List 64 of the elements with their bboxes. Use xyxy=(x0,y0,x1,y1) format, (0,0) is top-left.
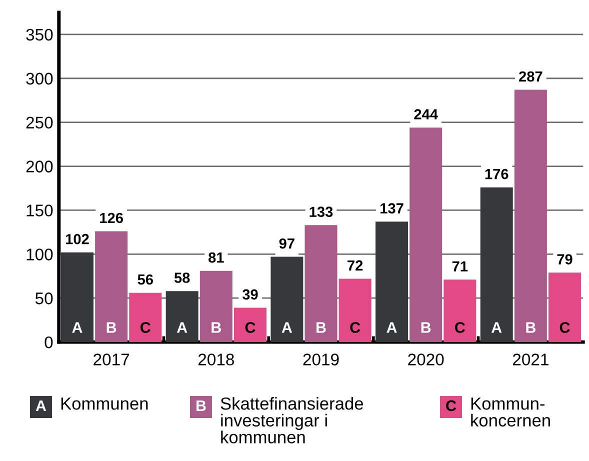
bar xyxy=(270,256,304,342)
bar xyxy=(95,231,128,342)
legend-label: Kommunen xyxy=(61,398,148,410)
data-label: 137 xyxy=(380,203,404,214)
y-tick-label: 250 xyxy=(26,116,53,129)
text: C xyxy=(350,322,360,333)
legend-label: Skattefinansierade investeringar i kommunen xyxy=(220,397,364,444)
text: C xyxy=(446,400,456,412)
data-label: 102 xyxy=(66,234,89,244)
bar xyxy=(129,292,162,342)
x-tick-label: 2017 xyxy=(94,354,130,366)
bar xyxy=(60,252,94,342)
text: B xyxy=(421,322,431,333)
text: B xyxy=(212,322,221,333)
bar xyxy=(234,308,266,342)
text: C xyxy=(245,322,256,333)
y-tick-label: 100 xyxy=(26,248,53,260)
y-tick-label: 150 xyxy=(26,204,53,216)
bar xyxy=(514,90,547,342)
data-label: 176 xyxy=(485,168,508,180)
bar xyxy=(200,270,232,342)
x-tick-label: 2020 xyxy=(408,354,444,366)
bar xyxy=(480,187,513,342)
bar xyxy=(410,128,442,342)
text: A xyxy=(282,322,292,333)
annotation: A xyxy=(72,322,82,333)
data-label: 56 xyxy=(138,274,153,285)
y-tick-label: 350 xyxy=(26,28,53,41)
legend-label: Kommun- koncernen xyxy=(471,398,550,427)
data-label: 287 xyxy=(519,71,542,82)
x-tick-label: 2021 xyxy=(512,354,548,366)
text: B xyxy=(196,400,206,411)
text: C xyxy=(455,322,466,333)
data-label: 126 xyxy=(100,212,123,224)
text: A xyxy=(386,322,397,333)
text: A xyxy=(36,400,46,411)
data-label: 81 xyxy=(208,252,224,263)
bar xyxy=(548,272,582,342)
bar xyxy=(444,280,476,342)
bar xyxy=(376,222,408,342)
text: A xyxy=(491,322,502,333)
text: C xyxy=(560,322,570,333)
text: B xyxy=(526,322,536,333)
data-label: 97 xyxy=(279,238,294,249)
data-label: 72 xyxy=(348,260,363,270)
x-tick-label: 2019 xyxy=(303,354,339,366)
y-tick-label: 300 xyxy=(26,72,53,85)
text: A xyxy=(176,322,188,333)
y-tick-label: 0 xyxy=(44,336,53,348)
data-label: 71 xyxy=(452,261,468,272)
y-tick-label: 50 xyxy=(35,292,53,304)
data-label: 58 xyxy=(174,272,190,283)
data-label: 79 xyxy=(557,254,572,264)
data-label: 133 xyxy=(310,206,333,218)
bar xyxy=(166,291,198,342)
data-label: 39 xyxy=(242,289,258,300)
annotation: C xyxy=(140,322,150,333)
data-label: 244 xyxy=(414,109,438,120)
text: B xyxy=(316,322,326,333)
bar xyxy=(338,278,372,342)
x-tick-label: 2018 xyxy=(198,354,234,366)
annotation: B xyxy=(106,322,116,333)
bar xyxy=(304,225,338,342)
y-tick-label: 200 xyxy=(26,160,53,172)
